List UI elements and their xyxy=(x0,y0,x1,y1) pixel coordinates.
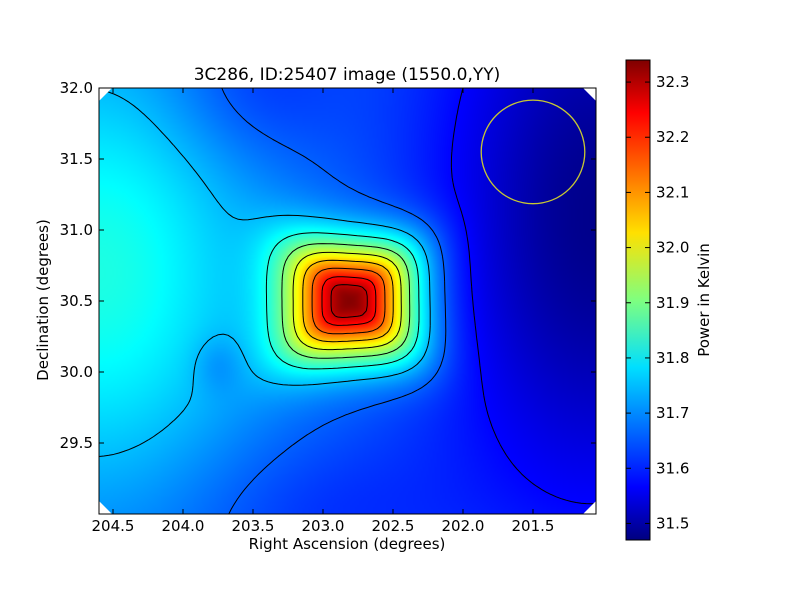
colorbar-tick-label: 31.8 xyxy=(656,349,689,367)
colorbar-tick-label: 32.3 xyxy=(656,73,689,91)
y-tick-label: 31.0 xyxy=(60,221,93,239)
beam-circle xyxy=(480,99,586,205)
heatmap-image xyxy=(99,88,596,514)
colorbar-label: Power in Kelvin xyxy=(695,243,713,357)
contour-line xyxy=(281,243,411,359)
colorbar-tick-label: 32.0 xyxy=(656,239,689,257)
colorbar-tick-label: 31.6 xyxy=(656,459,689,477)
y-tick-label: 29.5 xyxy=(60,434,93,452)
corner-mask-bottom-left xyxy=(99,501,112,514)
contour-line xyxy=(330,284,368,318)
y-tick-label: 30.5 xyxy=(60,292,93,310)
corner-masks xyxy=(99,88,596,514)
x-tick-label: 203.5 xyxy=(232,517,275,535)
contour-line xyxy=(221,88,447,514)
colorbar: 31.5 31.6 31.7 31.8 31.9 32.0 32.1 32.2 32.3 Pow… xyxy=(625,59,713,541)
contour-line xyxy=(265,232,420,370)
contour-line xyxy=(321,276,377,326)
colorbar-gradient xyxy=(625,59,651,541)
heatmap-area xyxy=(99,88,596,514)
y-tick-label: 32.0 xyxy=(60,79,93,97)
contour-line xyxy=(311,267,386,335)
colorbar-tick-label: 32.1 xyxy=(656,183,689,201)
x-tick-label: 204.0 xyxy=(162,517,205,535)
x-tick-label: 202.5 xyxy=(372,517,415,535)
contour-line xyxy=(302,259,394,343)
x-tick-label: 201.5 xyxy=(512,517,555,535)
x-tick-label: 204.5 xyxy=(92,517,135,535)
colorbar-tick-label: 31.5 xyxy=(656,514,689,532)
colorbar-tick-label: 32.2 xyxy=(656,128,689,146)
x-tick-label: 202.0 xyxy=(442,517,485,535)
colorbar-ticks: 31.5 31.6 31.7 31.8 31.9 32.0 32.1 32.2 32.3 xyxy=(626,73,689,532)
colorbar-tick-label: 31.9 xyxy=(656,294,689,312)
y-tick-label: 31.5 xyxy=(60,150,93,168)
contour-lines xyxy=(99,88,596,514)
x-axis-ticks: 204.5 204.0 203.5 203.0 202.5 202.0 201.5 xyxy=(92,88,555,535)
contour-line xyxy=(450,88,596,505)
x-axis-label: Right Ascension (degrees) xyxy=(249,535,446,553)
corner-mask-top-left xyxy=(99,88,112,101)
corner-mask-bottom-right xyxy=(583,501,596,514)
colorbar-tick-label: 31.7 xyxy=(656,404,689,422)
corner-mask-top-right xyxy=(583,88,596,101)
y-axis-ticks: 29.5 30.0 30.5 31.0 31.5 32.0 xyxy=(60,79,596,452)
x-tick-label: 203.0 xyxy=(302,517,345,535)
y-tick-label: 30.0 xyxy=(60,363,93,381)
contour-line xyxy=(292,251,402,351)
y-axis-label: Declination (degrees) xyxy=(34,219,52,381)
chart-title: 3C286, ID:25407 image (1550.0,YY) xyxy=(194,65,501,85)
